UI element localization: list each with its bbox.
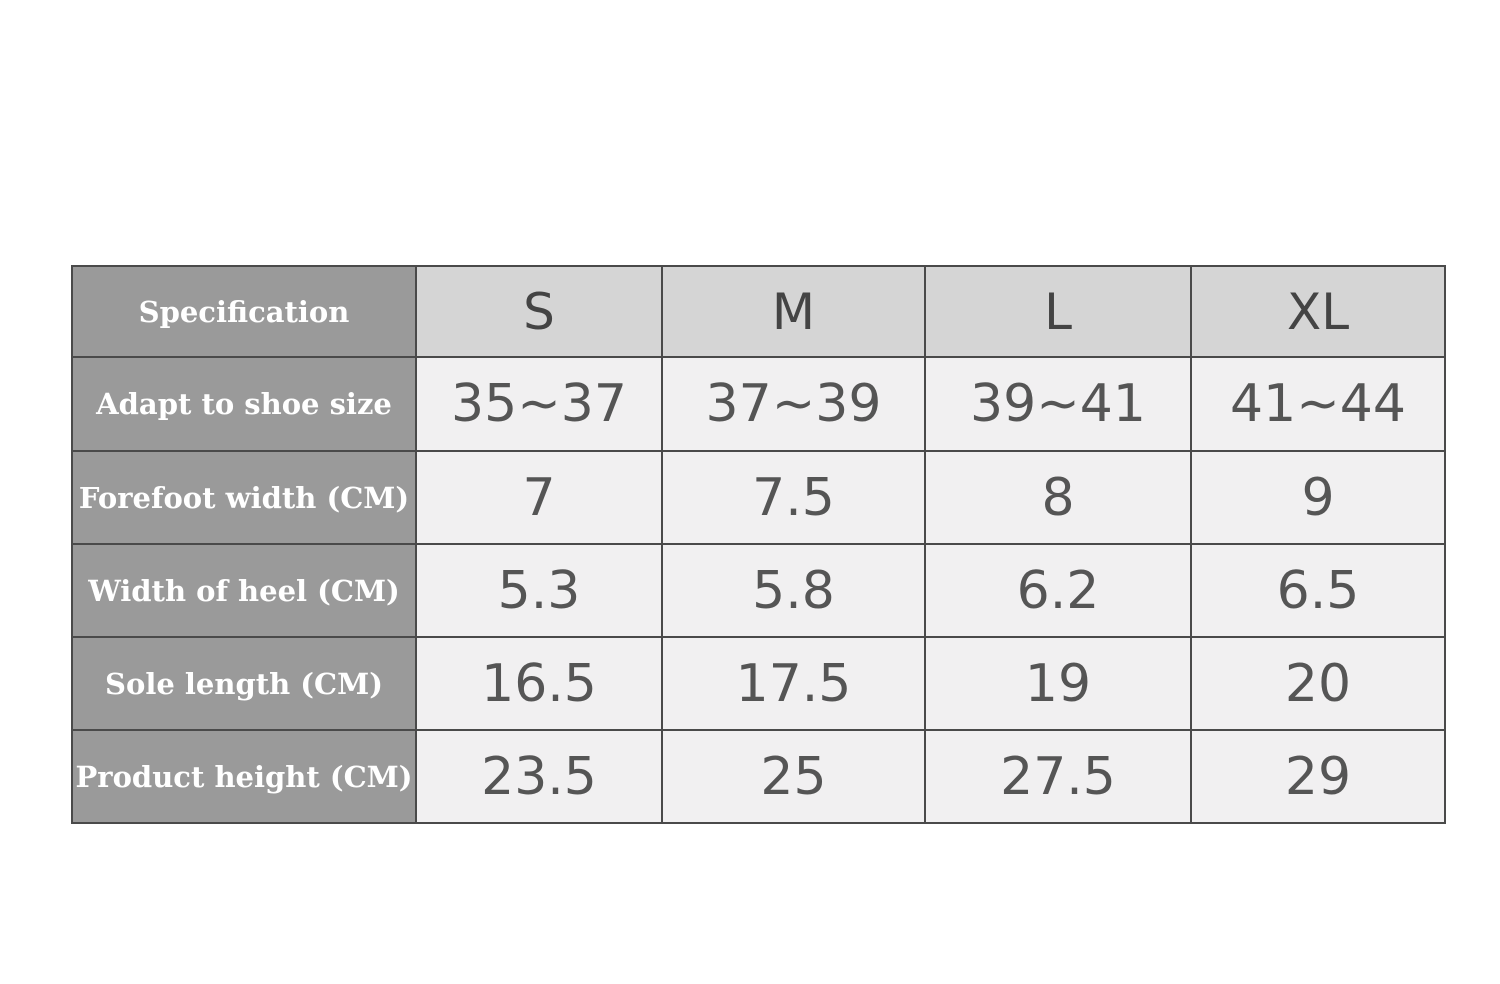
table-cell: 23.5 (415, 729, 663, 824)
table-row: Forefoot width (CM) 7 7.5 8 9 (71, 450, 1446, 545)
table-row: Width of heel (CM) 5.3 5.8 6.2 6.5 (71, 543, 1446, 638)
table-row: Adapt to shoe size 35~37 37~39 39~41 41~44 (71, 356, 1446, 452)
table-cell: 16.5 (415, 636, 663, 731)
table-cell: 27.5 (924, 729, 1192, 824)
row-label: Sole length (CM) (71, 636, 417, 731)
table-cell: 35~37 (415, 356, 663, 452)
table-cell: 29 (1190, 729, 1446, 824)
row-label: Product height (CM) (71, 729, 417, 824)
table-cell: 6.5 (1190, 543, 1446, 638)
table-cell: 8 (924, 450, 1192, 545)
table-cell: 39~41 (924, 356, 1192, 452)
column-header: M (661, 265, 926, 358)
table-cell: 5.3 (415, 543, 663, 638)
column-header: S (415, 265, 663, 358)
column-header: XL (1190, 265, 1446, 358)
table-row: Product height (CM) 23.5 25 27.5 29 (71, 729, 1446, 824)
table-cell: 20 (1190, 636, 1446, 731)
table-cell: 37~39 (661, 356, 926, 452)
row-label: Adapt to shoe size (71, 356, 417, 452)
column-header: L (924, 265, 1192, 358)
row-label: Forefoot width (CM) (71, 450, 417, 545)
table-cell: 19 (924, 636, 1192, 731)
table-row: Specification S M L XL (71, 265, 1446, 358)
table-cell: 25 (661, 729, 926, 824)
table-cell: 6.2 (924, 543, 1192, 638)
table-cell: 41~44 (1190, 356, 1446, 452)
row-label: Specification (71, 265, 417, 358)
table-cell: 17.5 (661, 636, 926, 731)
table-cell: 9 (1190, 450, 1446, 545)
table-row: Sole length (CM) 16.5 17.5 19 20 (71, 636, 1446, 731)
table-cell: 7 (415, 450, 663, 545)
row-label: Width of heel (CM) (71, 543, 417, 638)
table-cell: 5.8 (661, 543, 926, 638)
table-cell: 7.5 (661, 450, 926, 545)
size-table: Specification S M L XL Adapt to shoe size 35~3… (71, 265, 1446, 824)
